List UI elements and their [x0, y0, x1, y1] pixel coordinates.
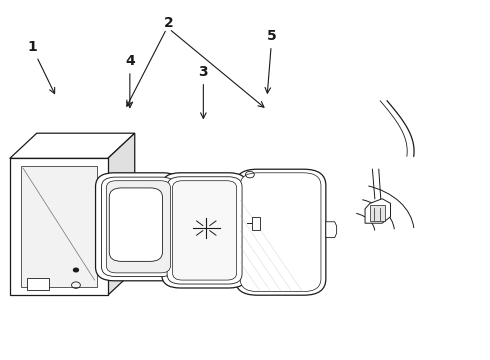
FancyBboxPatch shape — [162, 173, 247, 288]
Polygon shape — [10, 133, 135, 158]
Polygon shape — [10, 158, 108, 295]
FancyBboxPatch shape — [240, 173, 321, 292]
Text: 2: 2 — [164, 17, 174, 30]
Polygon shape — [326, 222, 337, 238]
FancyBboxPatch shape — [172, 181, 237, 280]
Text: 5: 5 — [265, 29, 277, 93]
FancyBboxPatch shape — [96, 173, 181, 281]
FancyBboxPatch shape — [235, 169, 326, 295]
Text: 1: 1 — [27, 40, 55, 94]
Polygon shape — [21, 166, 97, 287]
FancyBboxPatch shape — [106, 181, 171, 273]
Polygon shape — [108, 133, 135, 295]
Bar — [27, 278, 49, 290]
Text: 4: 4 — [125, 54, 135, 108]
Text: 3: 3 — [198, 65, 208, 118]
Bar — [252, 217, 260, 230]
FancyBboxPatch shape — [167, 177, 242, 284]
FancyBboxPatch shape — [109, 188, 163, 261]
Circle shape — [74, 268, 78, 272]
Polygon shape — [365, 199, 391, 223]
Bar — [370, 205, 385, 221]
FancyBboxPatch shape — [101, 177, 175, 276]
